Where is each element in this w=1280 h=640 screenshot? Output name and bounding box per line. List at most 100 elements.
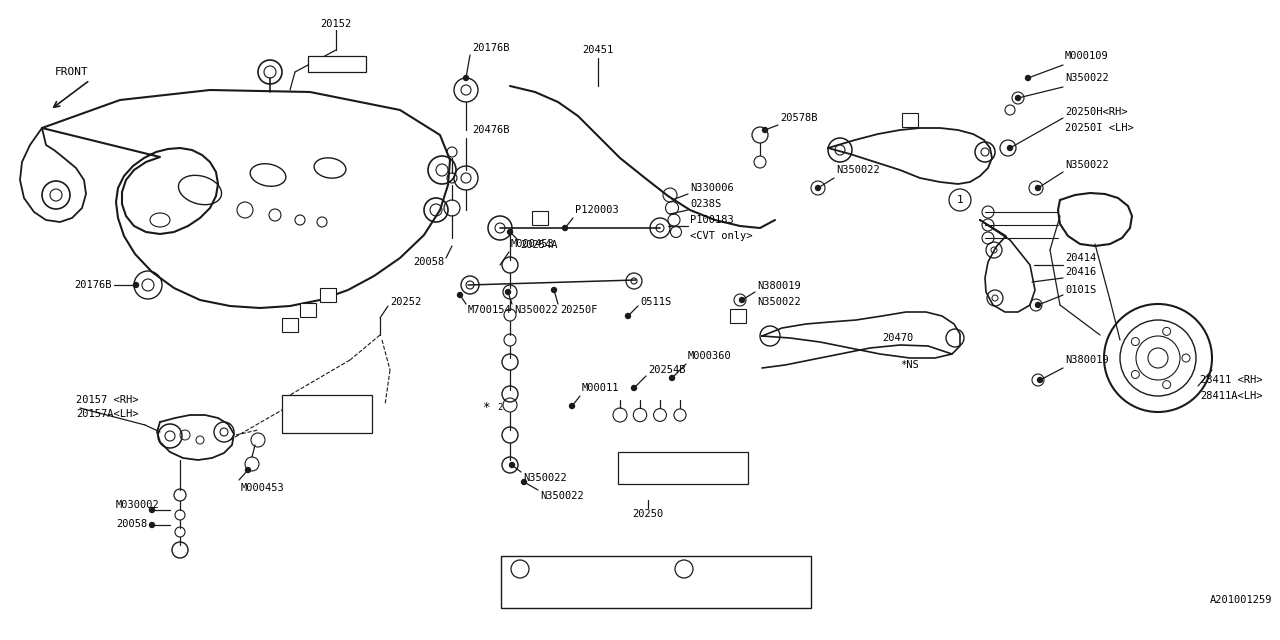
Text: C: C <box>908 115 913 125</box>
Circle shape <box>457 292 462 298</box>
Text: <6MT>: <6MT> <box>763 587 796 597</box>
Text: 1: 1 <box>956 195 964 205</box>
Text: *MARKED PARTS INCLUDES 28411&28411A: *MARKED PARTS INCLUDES 28411&28411A <box>531 600 749 610</box>
Text: 28411 <RH>: 28411 <RH> <box>1201 375 1262 385</box>
Circle shape <box>507 230 512 234</box>
Text: 20254A: 20254A <box>520 240 558 250</box>
Text: M030002: M030002 <box>116 500 160 510</box>
Circle shape <box>150 522 155 527</box>
Text: M000453: M000453 <box>241 483 284 493</box>
Text: P120003: P120003 <box>575 205 618 215</box>
Text: 20250I <LH>: 20250I <LH> <box>1065 123 1134 133</box>
Text: FIG.415: FIG.415 <box>316 59 357 69</box>
Text: 0238S: 0238S <box>690 199 721 209</box>
Text: 20470: 20470 <box>882 333 913 343</box>
Text: <CVT>: <CVT> <box>763 559 796 569</box>
Text: <6MT>: <6MT> <box>611 587 644 597</box>
Text: 20250H<RH>: 20250H<RH> <box>1065 107 1128 117</box>
Circle shape <box>570 403 575 408</box>
Text: *: * <box>483 401 490 415</box>
Bar <box>320 288 337 302</box>
Text: 20254B: 20254B <box>648 365 686 375</box>
Circle shape <box>150 508 155 513</box>
Text: N350022: N350022 <box>836 165 879 175</box>
Text: 2: 2 <box>681 564 687 574</box>
Text: M700154: M700154 <box>468 305 512 315</box>
Circle shape <box>1036 303 1041 307</box>
Text: N350022: N350022 <box>515 305 558 315</box>
Text: 20254F*B: 20254F*B <box>716 587 769 597</box>
Circle shape <box>463 76 468 81</box>
Text: 20058: 20058 <box>412 257 444 267</box>
Text: N380019: N380019 <box>1065 355 1108 365</box>
Circle shape <box>506 289 511 294</box>
Text: 20416: 20416 <box>1065 267 1096 277</box>
Bar <box>618 452 748 484</box>
Bar <box>902 113 918 127</box>
Text: FRONT: FRONT <box>55 67 88 77</box>
Text: 28411A<LH>: 28411A<LH> <box>1201 391 1262 401</box>
Text: B: B <box>325 290 332 300</box>
Text: M000360: M000360 <box>689 351 732 361</box>
Bar <box>500 556 812 608</box>
Text: 20476B: 20476B <box>472 125 509 135</box>
Text: M000109: M000109 <box>662 463 705 473</box>
Text: 20451: 20451 <box>582 45 613 55</box>
Text: N350022: N350022 <box>524 473 567 483</box>
Text: 1: 1 <box>517 564 524 574</box>
Text: N350022: N350022 <box>1065 160 1108 170</box>
Circle shape <box>631 385 636 390</box>
Bar <box>282 395 372 433</box>
Circle shape <box>133 282 138 287</box>
Circle shape <box>1025 76 1030 81</box>
Text: 20254F*A: 20254F*A <box>306 410 348 419</box>
Text: M00011: M00011 <box>582 383 620 393</box>
Bar <box>532 211 548 225</box>
Text: 0511S: 0511S <box>640 297 671 307</box>
Circle shape <box>521 479 526 484</box>
Circle shape <box>1015 95 1020 100</box>
Bar <box>730 309 746 323</box>
Text: M000444: M000444 <box>545 559 593 569</box>
Text: M000109: M000109 <box>1065 51 1108 61</box>
Text: 20252: 20252 <box>390 297 421 307</box>
Circle shape <box>669 376 675 381</box>
Bar <box>282 318 298 332</box>
Text: M000453: M000453 <box>511 239 554 249</box>
Text: 0101S: 0101S <box>1065 285 1096 295</box>
Circle shape <box>763 127 768 132</box>
Bar <box>308 56 366 72</box>
Circle shape <box>552 287 557 292</box>
Text: A201001259: A201001259 <box>1210 595 1272 605</box>
Text: 20176B: 20176B <box>74 280 113 290</box>
Circle shape <box>246 467 251 472</box>
Text: P100183: P100183 <box>690 215 733 225</box>
Circle shape <box>1007 145 1012 150</box>
Circle shape <box>1036 186 1041 191</box>
Circle shape <box>626 314 631 319</box>
Text: NS: NS <box>716 559 728 569</box>
Text: C: C <box>305 305 311 315</box>
Text: N350022: N350022 <box>756 297 801 307</box>
Circle shape <box>509 463 515 467</box>
Text: 2: 2 <box>498 403 503 413</box>
Text: 20250: 20250 <box>632 509 663 519</box>
Circle shape <box>815 186 820 191</box>
Text: M000182: M000182 <box>545 587 593 597</box>
Text: N350022: N350022 <box>540 491 584 501</box>
Text: 20157 <RH>: 20157 <RH> <box>76 395 138 405</box>
Bar <box>300 303 316 317</box>
Text: 20176B: 20176B <box>472 43 509 53</box>
Circle shape <box>562 225 567 230</box>
Text: 20578B: 20578B <box>780 113 818 123</box>
Text: <CVT>: <CVT> <box>611 559 644 569</box>
Circle shape <box>740 298 745 303</box>
Circle shape <box>1038 378 1042 383</box>
Text: N330006: N330006 <box>690 183 733 193</box>
Text: N350022: N350022 <box>1065 73 1108 83</box>
Text: 20250F: 20250F <box>561 305 598 315</box>
Text: <CVT only>: <CVT only> <box>690 231 753 241</box>
Text: N380019: N380019 <box>756 281 801 291</box>
Text: *NS: *NS <box>900 360 919 370</box>
Text: B: B <box>735 311 741 321</box>
